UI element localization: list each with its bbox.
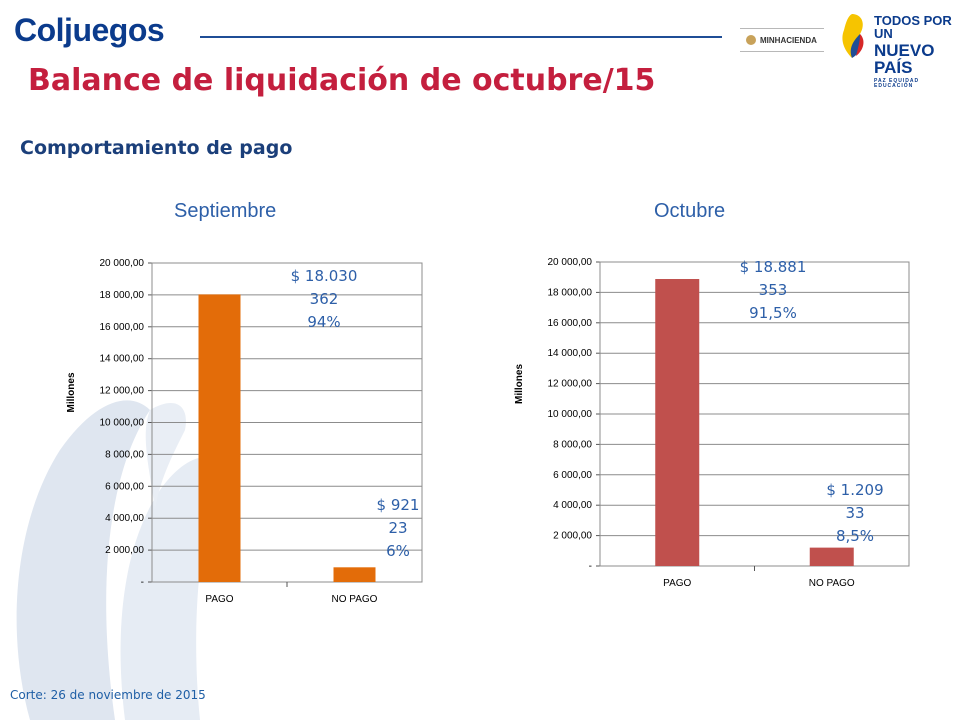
- data-label: 6%: [386, 542, 410, 560]
- y-axis-label: Millones: [66, 372, 77, 412]
- y-tick-label: 4 000,00: [553, 500, 592, 511]
- y-tick-label: 20 000,00: [100, 258, 145, 269]
- y-tick-label: 14 000,00: [548, 348, 593, 359]
- x-tick-label: NO PAGO: [332, 594, 378, 605]
- bar-chart-septiembre: - 2 000,00 4 000,00 6 000,00 8 000,00 10 000,…: [66, 258, 423, 605]
- y-tick-label: 16 000,00: [548, 318, 593, 329]
- data-label-group: $ 1.209 33 8,5%: [826, 481, 883, 545]
- data-label: $ 921: [377, 496, 420, 514]
- y-tick-label: 8 000,00: [105, 449, 144, 460]
- data-label: $ 18.881: [740, 258, 807, 276]
- data-label-group: $ 18.881 353 91,5%: [740, 258, 807, 322]
- y-tick-label: 18 000,00: [100, 290, 145, 301]
- header-divider: [200, 36, 722, 38]
- data-label: 94%: [307, 313, 340, 331]
- data-label: 33: [845, 504, 864, 522]
- y-tick-label: 10 000,00: [548, 409, 593, 420]
- y-tick-label: -: [589, 561, 592, 572]
- chart-caption-octubre: Octubre: [654, 200, 726, 222]
- chart-caption-septiembre: Septiembre: [174, 200, 277, 222]
- data-label: $ 18.030: [291, 267, 358, 285]
- seal-icon: [746, 35, 756, 45]
- data-label-group: $ 921 23 6%: [377, 496, 420, 560]
- x-tick-label: PAGO: [205, 594, 233, 605]
- coljuegos-logo: Coljuegos: [14, 12, 165, 48]
- footer-note: Corte: 26 de noviembre de 2015: [10, 688, 206, 702]
- x-tick-label: NO PAGO: [809, 578, 855, 589]
- minhacienda-logo: MINHACIENDA: [740, 28, 824, 52]
- y-tick-label: 6 000,00: [553, 470, 592, 481]
- bar-chart-octubre: - 2 000,00 4 000,00 6 000,00 8 000,00 10 000,…: [514, 257, 910, 589]
- data-label: 23: [388, 519, 407, 537]
- y-tick-label: 2 000,00: [553, 531, 592, 542]
- data-label: 362: [310, 290, 339, 308]
- bar-pago: [655, 279, 700, 566]
- y-tick-label: 12 000,00: [100, 386, 145, 397]
- data-label: 91,5%: [749, 304, 797, 322]
- y-tick-label: 6 000,00: [105, 481, 144, 492]
- y-tick-label: 16 000,00: [100, 322, 145, 333]
- y-tick-label: 8 000,00: [553, 439, 592, 450]
- y-tick-label: 18 000,00: [548, 287, 593, 298]
- y-tick-label: 20 000,00: [548, 257, 593, 268]
- y-tick-label: 14 000,00: [100, 354, 145, 365]
- flag-swoosh-icon: [842, 14, 864, 58]
- data-label: $ 1.209: [826, 481, 883, 499]
- y-tick-label: 4 000,00: [105, 513, 144, 524]
- bar-no-pago: [809, 547, 854, 566]
- todos-por-un-nuevo-pais-logo: TODOS POR UN NUEVO PAÍS PAZ EQUIDAD EDUC…: [874, 13, 952, 89]
- data-label: 8,5%: [836, 527, 874, 545]
- y-tick-label: 10 000,00: [100, 418, 145, 429]
- y-axis-label: Millones: [514, 364, 525, 404]
- data-label: 353: [759, 281, 788, 299]
- y-tick-label: 2 000,00: [105, 545, 144, 556]
- data-label-group: $ 18.030 362 94%: [291, 267, 358, 331]
- y-tick-label: -: [141, 577, 144, 588]
- x-tick-label: PAGO: [663, 578, 691, 589]
- bar-no-pago: [333, 567, 376, 582]
- page-title: Balance de liquidación de octubre/15: [28, 63, 656, 98]
- bar-pago: [198, 294, 241, 582]
- y-tick-label: 12 000,00: [548, 379, 593, 390]
- section-subtitle: Comportamiento de pago: [20, 137, 293, 159]
